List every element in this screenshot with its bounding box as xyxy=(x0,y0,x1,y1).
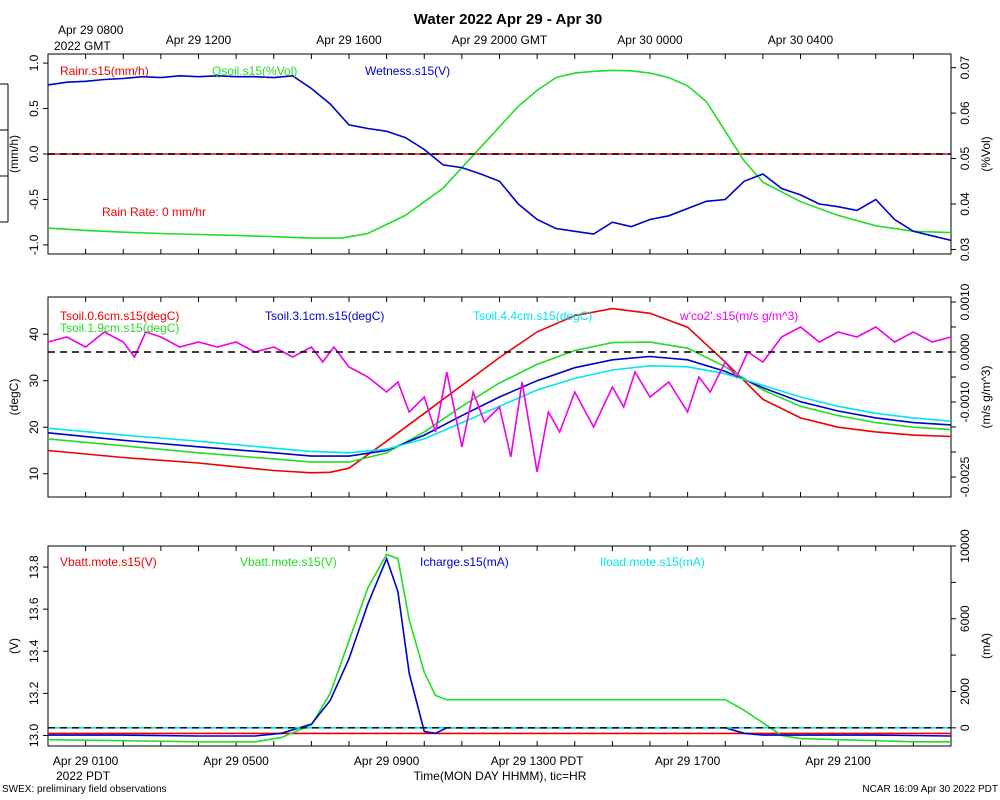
series-line xyxy=(47,553,951,743)
legend-label: Tsoil.3.1cm.s15(degC) xyxy=(265,309,384,323)
left-tick-label: 13.2 xyxy=(27,681,41,705)
bottom-tick-label: Apr 29 1700 xyxy=(655,754,721,768)
left-tick-label: 13.6 xyxy=(27,597,41,621)
left-tick-label: 13.0 xyxy=(27,723,41,747)
right-axis-label: (m/s g/m^3) xyxy=(979,366,993,429)
left-tick-label: 1.0 xyxy=(27,54,41,71)
left-tick-label: 13.4 xyxy=(27,639,41,663)
series-line xyxy=(47,69,952,239)
top-tick-label: Apr 29 1200 xyxy=(166,33,232,47)
left-tick-label: -1.0 xyxy=(27,234,41,255)
series-line xyxy=(47,307,952,474)
left-tick-label: 13.8 xyxy=(27,555,41,579)
legend-label: Vbatt.mote.s15(V) xyxy=(60,555,157,569)
left-tick-label: 30 xyxy=(27,374,41,388)
legend-label: Wetness.s15(V) xyxy=(365,64,450,78)
series-line xyxy=(48,556,952,737)
right-tick-label: 6000 xyxy=(958,605,972,632)
legend-label: Iload.mote.s15(mA) xyxy=(600,555,705,569)
series-line xyxy=(47,326,952,473)
left-tick-label: 20 xyxy=(27,420,41,434)
top-tick-label: Apr 30 0000 xyxy=(617,33,683,47)
series-line xyxy=(47,364,952,454)
left-tick-label: -0.5 xyxy=(27,189,41,210)
legend-label: Qsoil.s15(%Vol) xyxy=(212,64,297,78)
bottom-tick-label: Apr 29 0900 xyxy=(354,754,420,768)
footer-right: NCAR 16:09 Apr 30 2022 PDT xyxy=(862,784,998,795)
left-axis-label: (V) xyxy=(7,638,21,654)
left-tick-label: 10 xyxy=(27,467,41,481)
legend-label: Icharge.s15(mA) xyxy=(420,555,509,569)
legend-label: Vbatt.mote.s15(V) xyxy=(240,555,337,569)
legend-label: Rainr.s15(mm/h) xyxy=(60,64,149,78)
left-axis-label: (mm/h) xyxy=(7,135,21,173)
right-tick-label: 10000 xyxy=(958,529,972,563)
right-tick-label: 2000 xyxy=(958,678,972,705)
legend-label: Tsoil.4.4cm.s15(degC) xyxy=(473,309,592,323)
bottom-tick-label: Apr 29 0500 xyxy=(203,754,269,768)
left-tick-label: 0.5 xyxy=(27,100,41,117)
right-tick-label: 0.0010 xyxy=(958,283,972,320)
annotation: Rain Rate: 0 mm/hr xyxy=(102,205,206,219)
bottom-axis-sublabel: 2022 PDT xyxy=(56,769,111,783)
bottom-tick-label: Apr 29 2100 xyxy=(805,754,871,768)
series-line xyxy=(47,355,952,457)
footer-left: SWEX: preliminary field observations xyxy=(2,784,167,795)
series-line xyxy=(47,74,952,242)
right-tick-label: 0.06 xyxy=(958,101,972,125)
figure-title: Water 2022 Apr 29 - Apr 30 xyxy=(414,11,602,28)
top-axis-ticks: Apr 29 1200 Apr 29 1600 Apr 29 2000 GMT Apr… xyxy=(166,33,834,47)
bottom-axis-ticks: Apr 29 0100 Apr 29 0500 Apr 29 0900 Apr 29 … xyxy=(53,754,871,768)
top-tick-label: Apr 30 0400 xyxy=(768,33,834,47)
left-axis-label: (degC) xyxy=(7,379,21,416)
top-axis-first-label: Apr 29 0800 xyxy=(58,23,124,37)
legend-label: Tsoil.0.6cm.s15(degC) xyxy=(60,309,179,323)
panel-3: 13.0 13.2 13.4 13.6 13.8 (V) 0 2000 6000 10000 (mA… xyxy=(7,529,993,747)
right-axis-label: (mA) xyxy=(979,633,993,659)
right-tick-label: 0.0000 xyxy=(958,333,972,370)
plot-frame xyxy=(47,545,952,747)
edge-marks xyxy=(0,83,9,223)
right-tick-label: -0.0025 xyxy=(958,456,972,497)
top-tick-label: Apr 29 1600 xyxy=(316,33,382,47)
right-tick-label: 0.07 xyxy=(958,56,972,80)
legend-label: w'co2'.s15(m/s g/m^3) xyxy=(679,309,798,323)
panels: -1.0 -0.5 0.0 0.5 1.0 (mm/h) 0.03 0.04 0.05 0.06 0… xyxy=(7,53,993,747)
right-tick-label: 0.03 xyxy=(958,237,972,261)
right-axis-label: (%Vol) xyxy=(979,136,993,171)
top-tick-label: Apr 29 2000 GMT xyxy=(452,33,548,47)
right-tick-label: 0.05 xyxy=(958,147,972,171)
top-axis-first-sublabel: 2022 GMT xyxy=(54,39,111,53)
right-tick-label: -0.0010 xyxy=(958,381,972,422)
series-line xyxy=(47,341,952,463)
right-tick-label: 0.04 xyxy=(958,192,972,216)
right-tick-label: 0 xyxy=(958,724,972,731)
x-axis-label: Time(MON DAY HHMM), tic=HR xyxy=(414,769,587,783)
bottom-tick-label: Apr 29 0100 xyxy=(53,754,119,768)
bottom-tick-label: Apr 29 1300 PDT xyxy=(491,754,584,768)
panel-1: -1.0 -0.5 0.0 0.5 1.0 (mm/h) 0.03 0.04 0.05 0.06 0… xyxy=(7,53,993,261)
panel-2: 10 20 30 40 (degC) -0.0025 -0.0010 0.0000 0.0010… xyxy=(7,283,993,498)
left-tick-label: 40 xyxy=(27,327,41,341)
legend-label: Tsoil.1.9cm.s15(degC) xyxy=(60,321,179,335)
left-tick-label: 0.0 xyxy=(27,145,41,162)
